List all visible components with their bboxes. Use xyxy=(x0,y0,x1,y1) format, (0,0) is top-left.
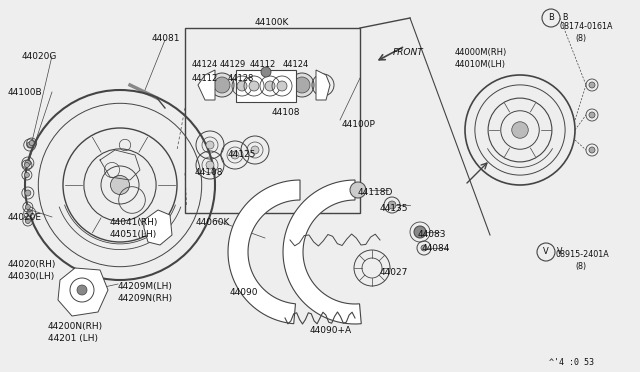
Text: B: B xyxy=(562,13,568,22)
Circle shape xyxy=(414,226,426,238)
Circle shape xyxy=(27,210,33,216)
Circle shape xyxy=(277,81,287,91)
Circle shape xyxy=(29,141,34,145)
Text: 44030(LH): 44030(LH) xyxy=(8,272,55,281)
Text: 44051(LH): 44051(LH) xyxy=(110,230,157,239)
Text: 44020E: 44020E xyxy=(8,213,42,222)
FancyBboxPatch shape xyxy=(185,28,360,213)
Circle shape xyxy=(25,160,31,166)
Text: 44090: 44090 xyxy=(230,288,259,297)
Text: FRONT: FRONT xyxy=(393,48,424,57)
Text: 44128: 44128 xyxy=(228,74,254,83)
Text: B: B xyxy=(548,13,554,22)
Circle shape xyxy=(231,151,239,159)
Circle shape xyxy=(237,81,247,91)
Text: 44010M(LH): 44010M(LH) xyxy=(455,60,506,69)
Circle shape xyxy=(421,245,427,251)
Text: 08915-2401A: 08915-2401A xyxy=(555,250,609,259)
Polygon shape xyxy=(58,268,108,316)
Polygon shape xyxy=(228,180,300,324)
Text: 44135: 44135 xyxy=(380,204,408,213)
Text: 44112: 44112 xyxy=(250,60,276,69)
Circle shape xyxy=(589,147,595,153)
Text: 44129: 44129 xyxy=(220,60,246,69)
Circle shape xyxy=(294,77,310,93)
Polygon shape xyxy=(198,70,215,100)
Text: 08174-0161A: 08174-0161A xyxy=(560,22,614,31)
Circle shape xyxy=(210,73,234,97)
Text: 44100B: 44100B xyxy=(8,88,43,97)
Text: 44100P: 44100P xyxy=(342,120,376,129)
Text: 44027: 44027 xyxy=(380,268,408,277)
Text: 44112: 44112 xyxy=(192,74,218,83)
Circle shape xyxy=(24,173,29,177)
Text: 44200N(RH): 44200N(RH) xyxy=(48,322,103,331)
Text: 44090+A: 44090+A xyxy=(310,326,352,335)
Circle shape xyxy=(350,182,366,198)
Circle shape xyxy=(589,112,595,118)
Circle shape xyxy=(206,141,214,149)
Text: V: V xyxy=(543,247,549,257)
Polygon shape xyxy=(283,180,361,324)
Text: 44125: 44125 xyxy=(228,150,257,159)
Circle shape xyxy=(24,163,29,167)
Text: 44020(RH): 44020(RH) xyxy=(8,260,56,269)
Text: 44124: 44124 xyxy=(283,60,309,69)
Circle shape xyxy=(25,190,31,196)
Circle shape xyxy=(589,82,595,88)
Circle shape xyxy=(265,81,275,91)
Text: 44060K: 44060K xyxy=(196,218,230,227)
Text: 44118D: 44118D xyxy=(358,188,394,197)
Circle shape xyxy=(388,201,396,209)
Text: 44108: 44108 xyxy=(272,108,301,117)
Circle shape xyxy=(251,146,259,154)
Text: 44081: 44081 xyxy=(152,34,180,43)
Text: 44124: 44124 xyxy=(192,60,218,69)
Text: 44041(RH): 44041(RH) xyxy=(110,218,158,227)
Circle shape xyxy=(111,176,129,195)
Circle shape xyxy=(290,73,314,97)
Text: V: V xyxy=(557,247,563,256)
Circle shape xyxy=(206,161,214,169)
Circle shape xyxy=(77,285,87,295)
Text: 44084: 44084 xyxy=(422,244,451,253)
Circle shape xyxy=(261,67,271,77)
Polygon shape xyxy=(144,210,172,245)
Text: 44083: 44083 xyxy=(418,230,447,239)
Circle shape xyxy=(512,122,528,138)
FancyBboxPatch shape xyxy=(236,70,296,102)
Text: (8): (8) xyxy=(575,262,586,271)
Text: 44209N(RH): 44209N(RH) xyxy=(118,294,173,303)
Text: 44108: 44108 xyxy=(195,168,223,177)
Circle shape xyxy=(27,142,33,148)
Text: 44209M(LH): 44209M(LH) xyxy=(118,282,173,291)
Text: 44000M(RH): 44000M(RH) xyxy=(455,48,508,57)
Text: (8): (8) xyxy=(575,34,586,43)
Circle shape xyxy=(26,218,30,224)
Text: ^'4 :0 53: ^'4 :0 53 xyxy=(549,358,594,367)
Text: 44100K: 44100K xyxy=(255,18,289,27)
Text: 44201 (LH): 44201 (LH) xyxy=(48,334,98,343)
Circle shape xyxy=(249,81,259,91)
Polygon shape xyxy=(316,70,330,100)
Text: 44020G: 44020G xyxy=(22,52,58,61)
Circle shape xyxy=(26,205,30,209)
Circle shape xyxy=(214,77,230,93)
